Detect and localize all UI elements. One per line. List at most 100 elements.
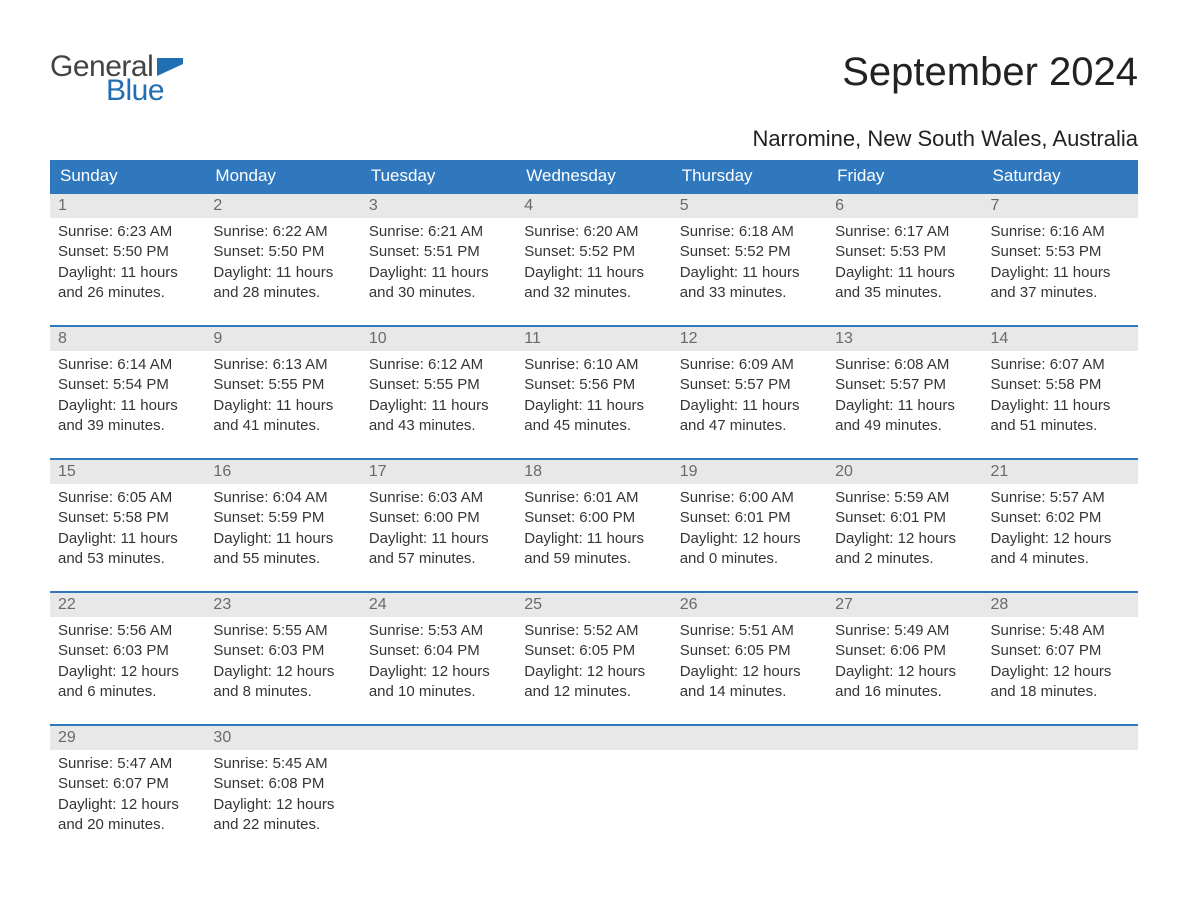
- sunset-line: Sunset: 5:50 PM: [213, 242, 352, 262]
- day-number: [827, 726, 982, 750]
- calendar-day: 4Sunrise: 6:20 AMSunset: 5:52 PMDaylight…: [516, 194, 671, 311]
- calendar-day: 26Sunrise: 5:51 AMSunset: 6:05 PMDayligh…: [672, 593, 827, 710]
- daylight-line: Daylight: 11 hours and 28 minutes.: [213, 263, 352, 304]
- daylight-line: Daylight: 11 hours and 43 minutes.: [369, 396, 508, 437]
- calendar-day: 17Sunrise: 6:03 AMSunset: 6:00 PMDayligh…: [361, 460, 516, 577]
- daylight-line: Daylight: 11 hours and 47 minutes.: [680, 396, 819, 437]
- calendar-day: 22Sunrise: 5:56 AMSunset: 6:03 PMDayligh…: [50, 593, 205, 710]
- day-number: 10: [361, 327, 516, 351]
- calendar-day: 16Sunrise: 6:04 AMSunset: 5:59 PMDayligh…: [205, 460, 360, 577]
- calendar-week: 22Sunrise: 5:56 AMSunset: 6:03 PMDayligh…: [50, 591, 1138, 710]
- day-body: Sunrise: 6:23 AMSunset: 5:50 PMDaylight:…: [50, 218, 205, 303]
- sunset-line: Sunset: 5:55 PM: [213, 375, 352, 395]
- day-number: 7: [983, 194, 1138, 218]
- day-body: Sunrise: 6:18 AMSunset: 5:52 PMDaylight:…: [672, 218, 827, 303]
- day-number: [361, 726, 516, 750]
- sunrise-line: Sunrise: 5:48 AM: [991, 621, 1130, 641]
- sunset-line: Sunset: 6:05 PM: [524, 641, 663, 661]
- calendar-week: 1Sunrise: 6:23 AMSunset: 5:50 PMDaylight…: [50, 192, 1138, 311]
- calendar-day: 18Sunrise: 6:01 AMSunset: 6:00 PMDayligh…: [516, 460, 671, 577]
- day-number: 8: [50, 327, 205, 351]
- day-number: 1: [50, 194, 205, 218]
- day-number: 17: [361, 460, 516, 484]
- calendar-day: 5Sunrise: 6:18 AMSunset: 5:52 PMDaylight…: [672, 194, 827, 311]
- sunset-line: Sunset: 5:58 PM: [991, 375, 1130, 395]
- sunset-line: Sunset: 5:52 PM: [680, 242, 819, 262]
- header: General Blue September 2024: [50, 50, 1138, 108]
- daylight-line: Daylight: 11 hours and 59 minutes.: [524, 529, 663, 570]
- day-number: 19: [672, 460, 827, 484]
- calendar-day: 9Sunrise: 6:13 AMSunset: 5:55 PMDaylight…: [205, 327, 360, 444]
- daylight-line: Daylight: 11 hours and 53 minutes.: [58, 529, 197, 570]
- sunrise-line: Sunrise: 5:56 AM: [58, 621, 197, 641]
- day-number: 20: [827, 460, 982, 484]
- sunrise-line: Sunrise: 5:52 AM: [524, 621, 663, 641]
- daylight-line: Daylight: 11 hours and 26 minutes.: [58, 263, 197, 304]
- sunset-line: Sunset: 6:05 PM: [680, 641, 819, 661]
- sunset-line: Sunset: 6:07 PM: [58, 774, 197, 794]
- calendar-day: 24Sunrise: 5:53 AMSunset: 6:04 PMDayligh…: [361, 593, 516, 710]
- sunrise-line: Sunrise: 6:14 AM: [58, 355, 197, 375]
- sunrise-line: Sunrise: 6:13 AM: [213, 355, 352, 375]
- calendar-day: [516, 726, 671, 843]
- sunrise-line: Sunrise: 6:18 AM: [680, 222, 819, 242]
- sunrise-line: Sunrise: 5:51 AM: [680, 621, 819, 641]
- daylight-line: Daylight: 12 hours and 14 minutes.: [680, 662, 819, 703]
- day-body: Sunrise: 5:45 AMSunset: 6:08 PMDaylight:…: [205, 750, 360, 835]
- day-number: 18: [516, 460, 671, 484]
- sunrise-line: Sunrise: 5:55 AM: [213, 621, 352, 641]
- daylight-line: Daylight: 12 hours and 0 minutes.: [680, 529, 819, 570]
- daylight-line: Daylight: 12 hours and 20 minutes.: [58, 795, 197, 836]
- day-body: Sunrise: 6:03 AMSunset: 6:00 PMDaylight:…: [361, 484, 516, 569]
- sunset-line: Sunset: 5:52 PM: [524, 242, 663, 262]
- sunset-line: Sunset: 5:50 PM: [58, 242, 197, 262]
- daylight-line: Daylight: 11 hours and 33 minutes.: [680, 263, 819, 304]
- daylight-line: Daylight: 11 hours and 35 minutes.: [835, 263, 974, 304]
- day-body: Sunrise: 5:55 AMSunset: 6:03 PMDaylight:…: [205, 617, 360, 702]
- day-number: 15: [50, 460, 205, 484]
- day-body: Sunrise: 6:12 AMSunset: 5:55 PMDaylight:…: [361, 351, 516, 436]
- day-number: 29: [50, 726, 205, 750]
- day-body: Sunrise: 6:01 AMSunset: 6:00 PMDaylight:…: [516, 484, 671, 569]
- day-number: 28: [983, 593, 1138, 617]
- sunset-line: Sunset: 5:54 PM: [58, 375, 197, 395]
- day-body: Sunrise: 6:14 AMSunset: 5:54 PMDaylight:…: [50, 351, 205, 436]
- daylight-line: Daylight: 11 hours and 30 minutes.: [369, 263, 508, 304]
- location-label: Narromine, New South Wales, Australia: [50, 126, 1138, 152]
- daylight-line: Daylight: 12 hours and 16 minutes.: [835, 662, 974, 703]
- day-number: 30: [205, 726, 360, 750]
- calendar-day: 3Sunrise: 6:21 AMSunset: 5:51 PMDaylight…: [361, 194, 516, 311]
- calendar-week: 15Sunrise: 6:05 AMSunset: 5:58 PMDayligh…: [50, 458, 1138, 577]
- sunset-line: Sunset: 6:01 PM: [835, 508, 974, 528]
- sunset-line: Sunset: 5:58 PM: [58, 508, 197, 528]
- day-number: 4: [516, 194, 671, 218]
- calendar-day: 15 Sunrise: 6:05 AMSunset: 5:58 PMDayligh…: [50, 460, 205, 577]
- daylight-line: Daylight: 11 hours and 37 minutes.: [991, 263, 1130, 304]
- calendar-day: 6Sunrise: 6:17 AMSunset: 5:53 PMDaylight…: [827, 194, 982, 311]
- sunset-line: Sunset: 6:00 PM: [369, 508, 508, 528]
- daylight-line: Daylight: 11 hours and 57 minutes.: [369, 529, 508, 570]
- day-number: 25: [516, 593, 671, 617]
- brand-logo: General Blue: [50, 50, 183, 108]
- day-body: Sunrise: 5:48 AMSunset: 6:07 PMDaylight:…: [983, 617, 1138, 702]
- day-number: 13: [827, 327, 982, 351]
- sunset-line: Sunset: 6:01 PM: [680, 508, 819, 528]
- day-body: [516, 750, 671, 754]
- day-body: Sunrise: 6:13 AMSunset: 5:55 PMDaylight:…: [205, 351, 360, 436]
- day-number: 14: [983, 327, 1138, 351]
- sunrise-line: Sunrise: 6:05 AM: [58, 488, 197, 508]
- sunrise-line: Sunrise: 6:21 AM: [369, 222, 508, 242]
- calendar-week: 29Sunrise: 5:47 AMSunset: 6:07 PMDayligh…: [50, 724, 1138, 843]
- day-number: 9: [205, 327, 360, 351]
- day-number: 16: [205, 460, 360, 484]
- sunset-line: Sunset: 5:56 PM: [524, 375, 663, 395]
- daylight-line: Daylight: 11 hours and 55 minutes.: [213, 529, 352, 570]
- day-body: Sunrise: 6:09 AMSunset: 5:57 PMDaylight:…: [672, 351, 827, 436]
- day-body: Sunrise: 5:56 AMSunset: 6:03 PMDaylight:…: [50, 617, 205, 702]
- daylight-line: Daylight: 12 hours and 22 minutes.: [213, 795, 352, 836]
- daylight-line: Daylight: 12 hours and 6 minutes.: [58, 662, 197, 703]
- day-body: Sunrise: 6:08 AMSunset: 5:57 PMDaylight:…: [827, 351, 982, 436]
- day-number: 22: [50, 593, 205, 617]
- sunrise-line: Sunrise: 6:12 AM: [369, 355, 508, 375]
- sunset-line: Sunset: 6:04 PM: [369, 641, 508, 661]
